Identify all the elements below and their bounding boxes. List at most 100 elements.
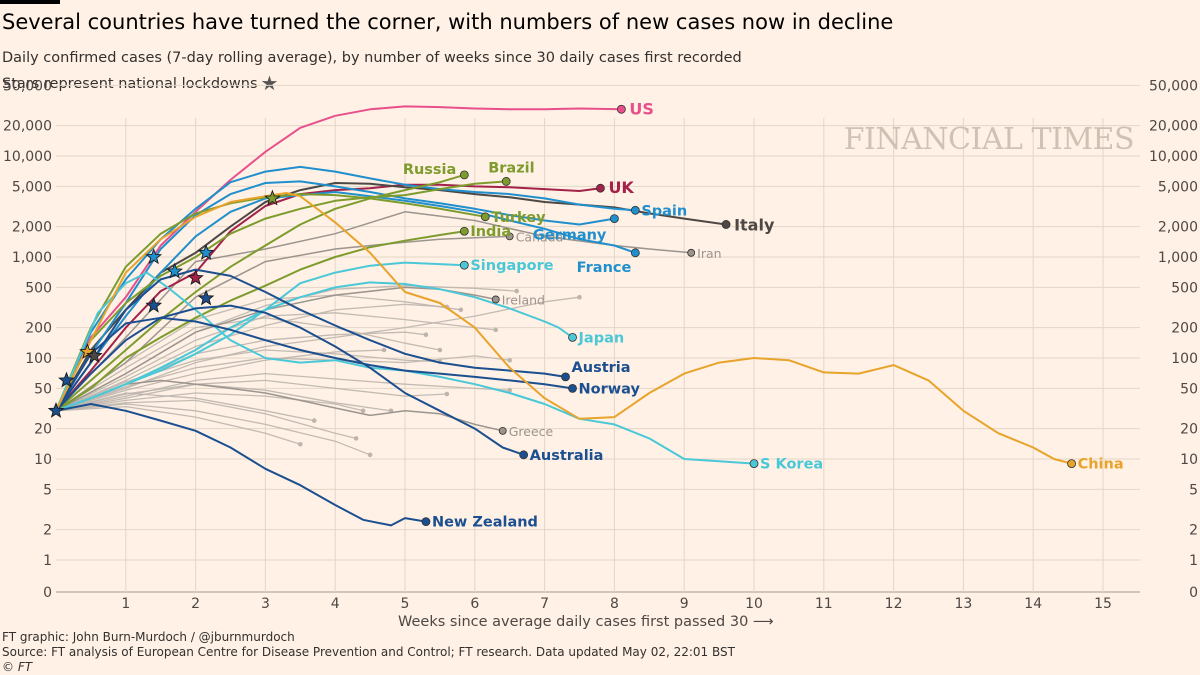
lockdown-star-icon: [145, 296, 163, 313]
lockdown-star-icon: [197, 244, 215, 260]
series-line-background: [55, 399, 357, 440]
series-end-dot-background: [367, 452, 373, 458]
series-line-brazil: [55, 180, 507, 412]
series-end-dot: [561, 372, 570, 382]
lockdown-star-icon: [79, 343, 96, 359]
series-label: Ireland: [502, 292, 545, 307]
lockdown-star-icon: [263, 189, 281, 206]
y-tick-label-right: 5,000: [1158, 179, 1198, 195]
y-tick-label-right: 1,000: [1158, 250, 1198, 266]
lockdown-star-icon: [145, 248, 163, 265]
series-label: Russia: [403, 162, 457, 178]
y-tick-label-right: 1: [1189, 553, 1198, 569]
series-label: Singapore: [470, 258, 553, 274]
x-tick-label: 5: [401, 596, 410, 612]
y-tick-label-left: 5: [43, 482, 52, 498]
series-end-dot-background: [577, 294, 582, 300]
series-label: Germany: [533, 228, 607, 244]
series-label: US: [629, 99, 654, 118]
series-line-background: [55, 312, 496, 412]
lockdown-star-icon: [47, 402, 65, 418]
series-end-dot-background: [381, 347, 387, 353]
series-end-dot: [505, 232, 514, 241]
x-tick-label: 13: [954, 596, 972, 612]
lockdown-star-icon: [197, 289, 215, 306]
series-line-india: [55, 230, 465, 412]
x-tick-label: 14: [1024, 596, 1042, 612]
star-icon: ★: [260, 71, 279, 95]
y-tick-label-right: 100: [1171, 351, 1198, 367]
series-label: Spain: [641, 203, 687, 219]
y-tick-label-right: 2: [1189, 523, 1198, 539]
series-line-norway: [55, 316, 573, 412]
lockdown-note: Stars represent national lockdowns: [2, 76, 258, 92]
x-tick-label: 4: [331, 596, 340, 612]
series-line-background: [55, 383, 392, 412]
y-tick-label-right: 0: [1189, 585, 1198, 601]
x-tick-label: 6: [470, 596, 479, 612]
footer-copyright: © FT: [2, 660, 33, 674]
chart-title: Several countries have turned the corner…: [2, 10, 894, 34]
y-tick-label-left: 1: [43, 553, 52, 569]
series-end-dot: [630, 248, 640, 258]
series-label: Turkey: [491, 210, 546, 226]
series-line-turkey: [55, 193, 486, 412]
series-end-dot: [501, 177, 511, 186]
gridlines: [56, 84, 1140, 593]
series-line-background: [55, 372, 510, 412]
series-end-dot: [610, 214, 619, 223]
y-tick-label-left: 2,000: [12, 220, 52, 236]
series-end-dot: [1067, 459, 1076, 469]
lockdown-star-icon: [58, 371, 75, 388]
y-tick-label-right: 5: [1189, 482, 1198, 498]
country-labels: Canada Iran Ireland Greece US UK Italy Spain Ger…: [403, 99, 1124, 530]
series-label: S Korea: [760, 457, 823, 473]
series-line-new-zealand: [55, 403, 427, 527]
y-tick-label-left: 0: [43, 585, 52, 601]
y-tick-label-right: 10,000: [1149, 149, 1198, 165]
series-line-austria: [55, 268, 566, 412]
x-tick-label: 11: [815, 596, 833, 612]
y-tick-label-right: 50: [1180, 381, 1198, 397]
series-end-dot: [568, 384, 577, 393]
x-tick-label: 10: [745, 596, 763, 612]
series-label: China: [1078, 457, 1124, 473]
series-line-australia: [55, 304, 525, 456]
series-line-background: [55, 349, 440, 412]
series-line-italy: [55, 182, 727, 412]
series-label: India: [470, 224, 511, 240]
x-tick-label: 3: [261, 596, 270, 612]
y-tick-label-left: 50,000: [3, 78, 52, 94]
series-line-iran: [55, 211, 692, 412]
y-tick-label-right: 50,000: [1149, 78, 1198, 94]
series-end-dot-background: [493, 327, 499, 333]
y-tick-label-left: 5,000: [12, 179, 52, 195]
y-tick-label-left: 100: [25, 351, 52, 367]
ft-watermark: FINANCIAL TIMES: [844, 122, 1134, 157]
brand-bar: [0, 0, 60, 4]
x-tick-label: 8: [610, 596, 619, 612]
x-tick-label: 7: [540, 596, 549, 612]
series-end-dot: [721, 220, 731, 229]
series-label: Italy: [734, 215, 775, 234]
y-tick-label-left: 200: [25, 321, 52, 337]
series-end-dot: [749, 459, 759, 469]
series-end-dot-background: [514, 288, 519, 294]
series-end-dot: [596, 183, 605, 193]
series-end-dot: [459, 170, 469, 180]
series-line-greece: [55, 379, 503, 432]
lockdown-star-icon: [166, 262, 183, 279]
series-end-dot: [630, 205, 640, 215]
y-tick-label-right: 20,000: [1149, 119, 1198, 135]
x-axis-label: Weeks since average daily cases first pa…: [398, 614, 774, 630]
y-tick-label-right: 10: [1180, 452, 1198, 468]
series-end-dot: [459, 226, 469, 236]
x-tick-label: 2: [191, 596, 200, 612]
y-tick-label-right: 20: [1180, 422, 1198, 438]
series-label: Canada: [516, 229, 564, 244]
series-line-background: [55, 303, 447, 412]
x-tick-label: 9: [680, 596, 689, 612]
series-label: Japan: [578, 330, 625, 346]
series-label: Norway: [579, 381, 641, 397]
